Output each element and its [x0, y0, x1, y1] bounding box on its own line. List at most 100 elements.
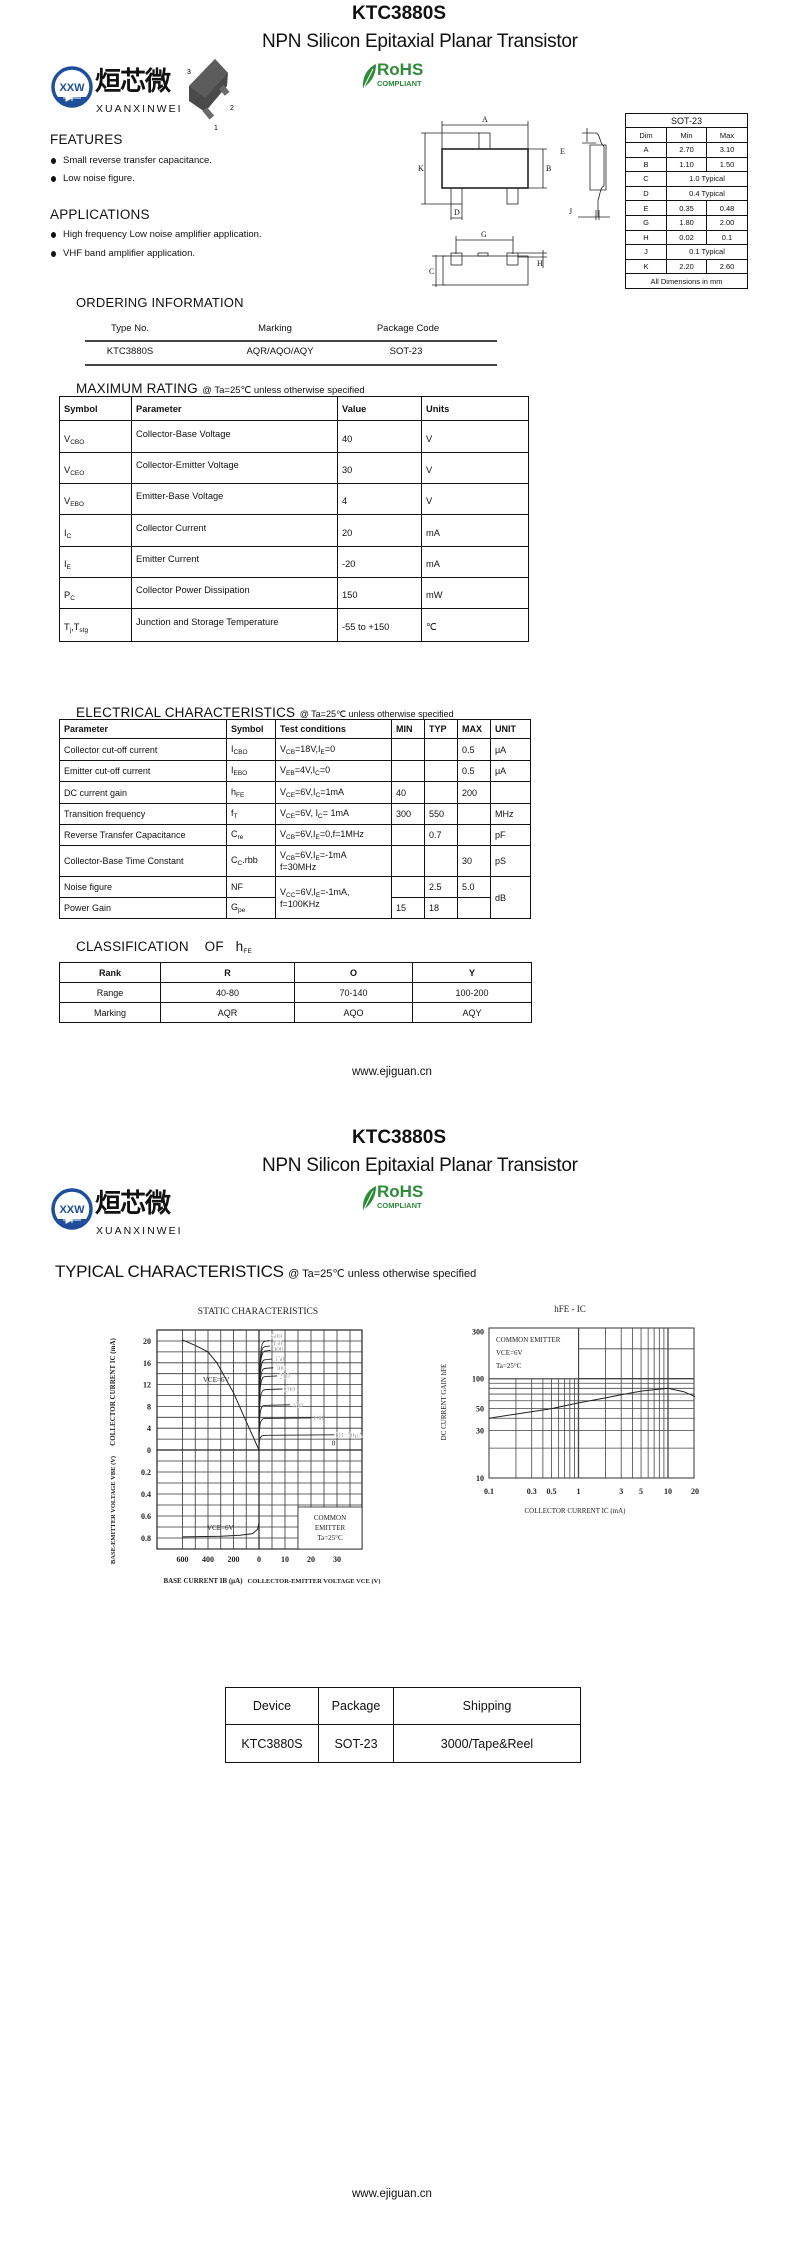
- class-cell: Marking: [59, 1002, 161, 1023]
- value-cell: 20: [337, 514, 422, 547]
- dim-label-d: D: [454, 208, 460, 217]
- value-cell: 40: [337, 420, 422, 453]
- rohs-badge: RoHS COMPLIANT: [360, 1182, 424, 1212]
- parameter-cell: Transition frequency: [59, 803, 227, 825]
- ship-cell: 3000/Tape&Reel: [393, 1724, 581, 1763]
- ship-cell: KTC3880S: [225, 1724, 319, 1763]
- text-segment: =6V,I: [295, 886, 316, 897]
- symbol-cell: CC.rbb: [226, 845, 276, 877]
- class-row: Marking AQR AQO AQY: [59, 1002, 532, 1023]
- subscript: C: [315, 770, 320, 777]
- dims-footer-row: All Dimensions in mm: [625, 273, 748, 290]
- rohs-text: RoHS: [377, 60, 424, 79]
- subscript: stg: [79, 627, 89, 634]
- subscript: CE: [286, 791, 296, 799]
- dims-cell: 1.80: [666, 214, 707, 231]
- min-cell: 300: [391, 803, 425, 825]
- dim-label-h: H: [537, 259, 543, 268]
- max-rating-title: MAXIMUM RATING: [76, 381, 198, 396]
- ordering-header-package: Package Code: [376, 323, 440, 334]
- dims-cell: K: [625, 258, 667, 275]
- hfe-curve: [488, 1387, 696, 1419]
- test-condition-cell: VCE=6V, IC= 1mA: [275, 803, 392, 825]
- test-condition-cell: VCB=6V,IE=0,f=1MHz: [275, 824, 392, 846]
- subscript: E: [315, 891, 321, 899]
- annotation-text: Ta=25°C: [496, 1362, 522, 1370]
- ordering-heading: ORDERING INFORMATION: [76, 295, 244, 310]
- ship-header-row: Device Package Shipping: [225, 1687, 581, 1725]
- elec-header-row: Parameter Symbol Test conditions MIN TYP MAX U…: [59, 719, 531, 739]
- parameter-cell: Reverse Transfer Capacitance: [59, 824, 227, 846]
- classification-symbol: hFE: [236, 939, 252, 955]
- symbol-cell: Cre: [226, 824, 276, 846]
- elec-header: Test conditions: [275, 719, 392, 739]
- elec-header: Parameter: [59, 719, 227, 739]
- dims-footer: All Dimensions in mm: [625, 273, 748, 290]
- max-cell: [457, 897, 491, 919]
- symbol-cell: IE: [59, 546, 132, 578]
- min-cell: [391, 760, 425, 782]
- unit-cell: μA: [490, 738, 531, 761]
- subscript: CBO: [70, 438, 85, 446]
- max-header-units: Units: [421, 396, 529, 421]
- static-characteristics-chart: STATIC CHARACTERISTICS COMMON EMITTER Ta=25…: [109, 1307, 380, 1585]
- annotation-text: VCE=6V: [496, 1349, 523, 1357]
- max-rating-row: IE Emitter Current -20 mA: [59, 546, 529, 578]
- class-cell: Range: [59, 982, 161, 1003]
- unit-cell: V: [421, 483, 529, 515]
- x-axis-label: COLLECTOR CURRENT IC (mA): [524, 1507, 626, 1515]
- subscript: pe: [238, 907, 246, 914]
- elec-row: Noise figure NF VCC=6V,IE=-1mA, f=100KHz 2.5…: [59, 876, 531, 919]
- class-header: R: [160, 962, 295, 983]
- y-tick-label: 0.2: [141, 1468, 151, 1477]
- min-cell: 15: [391, 897, 425, 919]
- typ-cell: 18: [424, 897, 458, 919]
- symbol-cell: NF: [226, 876, 276, 898]
- rohs-compliant: COMPLIANT: [377, 1201, 422, 1210]
- dims-cell: 0.48: [706, 200, 748, 216]
- text-segment: =6V, I: [295, 808, 318, 818]
- typical-condition: @ Ta=25℃ unless otherwise specified: [288, 1268, 477, 1280]
- parameter-cell: Collector-Base Time Constant: [59, 845, 227, 877]
- elec-row: Transition frequency fT VCE=6V, IC= 1mA 300…: [59, 803, 531, 825]
- parameter-cell: Junction and Storage Temperature: [131, 608, 338, 642]
- max-header-row: Symbol Parameter Value Units: [59, 396, 529, 421]
- parameter-cell: Collector-Emitter Voltage: [131, 452, 338, 484]
- y-tick-label: 0.6: [141, 1512, 151, 1521]
- application-item: VHF band amplifier application.: [63, 248, 196, 259]
- elec-header: UNIT: [490, 719, 531, 739]
- x-tick-label: 200: [228, 1555, 240, 1564]
- max-cell: [457, 803, 491, 825]
- electrical-table: Parameter Symbol Test conditions MIN TYP MAX U…: [59, 719, 531, 919]
- dims-row: B 1.10 1.50: [625, 156, 748, 173]
- text-segment: V: [280, 850, 287, 860]
- class-header: O: [294, 962, 413, 983]
- applications-heading: APPLICATIONS: [50, 207, 150, 222]
- ship-cell: SOT-23: [318, 1724, 394, 1763]
- ordering-header-type: Type No.: [110, 323, 150, 334]
- y-tick-label: 10: [476, 1474, 484, 1483]
- subscript: CE: [286, 813, 296, 820]
- electrical-title: ELECTRICAL CHARACTERISTICS: [76, 705, 296, 720]
- rohs-compliant: COMPLIANT: [377, 79, 422, 88]
- test-condition-cell: VCE=6V,IC=1mA: [275, 781, 392, 804]
- text-segment: I: [64, 527, 67, 538]
- symbol-cell: hFE: [226, 781, 276, 804]
- subscript: E: [320, 748, 325, 756]
- y-tick-label: 4: [147, 1424, 151, 1433]
- dim-label-a: A: [482, 115, 488, 124]
- vbe-ib-curve: [182, 1522, 260, 1538]
- x-tick-label: 1: [577, 1487, 581, 1496]
- text-segment: =-1mA,: [320, 886, 350, 897]
- symbol-cell: IEBO: [226, 760, 276, 782]
- elec-row: Emitter cut-off current IEBO VEB=4V,IC=0 0.…: [59, 760, 531, 782]
- text-segment: V: [64, 496, 71, 506]
- logo-mark: XXW: [59, 82, 85, 94]
- dims-row: C 1.0 Typical: [625, 171, 748, 187]
- text-segment: f: [231, 808, 234, 818]
- value-cell: 150: [337, 577, 422, 609]
- parameter-cell: Emitter-Base Voltage: [131, 483, 338, 515]
- ordering-marking: AQR/AQO/AQY: [246, 346, 314, 357]
- dims-cell: 0.02: [666, 229, 707, 246]
- rohs-text: RoHS: [377, 1182, 424, 1201]
